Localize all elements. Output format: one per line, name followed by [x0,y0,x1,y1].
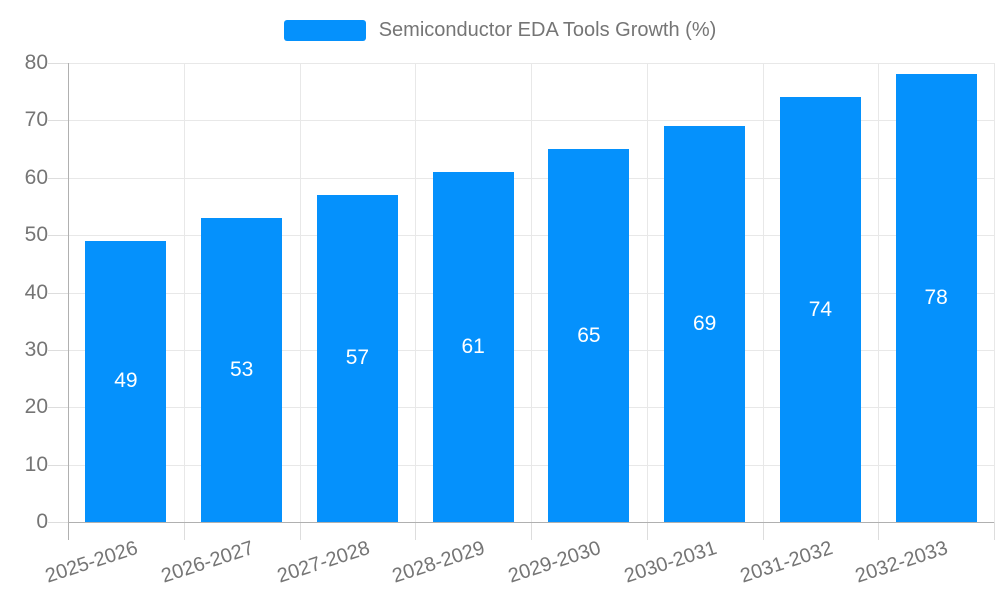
x-axis-label: 2026-2027 [158,537,257,588]
plot-area: 49 53 57 61 65 69 74 78 [48,63,995,540]
bar-value-label: 49 [114,369,138,393]
y-axis-tick [48,235,68,237]
y-axis-label: 30 [24,337,48,361]
x-axis-label: 2029-2030 [505,537,604,588]
bar-value-label: 65 [577,323,601,347]
x-axis-label: 2031-2032 [737,537,836,588]
bar[interactable]: 65 [548,149,630,522]
gridline-vertical [878,63,880,522]
y-axis-tick [48,63,68,64]
bar-value-label: 53 [229,357,254,381]
gridline-vertical [762,63,764,522]
gridline-vertical [994,63,995,522]
x-axis-tick [299,522,301,540]
x-axis-line [68,522,994,523]
x-axis-tick [646,522,648,540]
y-axis-tick [48,120,68,122]
bar-value-label: 78 [924,286,948,310]
y-axis-tick [48,464,68,466]
y-axis-label: 50 [24,223,48,247]
x-axis-tick [878,522,880,540]
x-axis-tick [68,522,69,540]
x-axis-tick [183,522,185,540]
y-axis-tick [48,349,68,351]
gridline-vertical [299,63,301,522]
y-axis-tick [48,522,68,523]
x-axis-label: 2030-2031 [621,537,720,588]
y-axis-label: 20 [24,395,48,419]
bar[interactable]: 61 [432,172,514,522]
bar[interactable]: 69 [664,126,746,522]
bar[interactable]: 53 [201,217,283,522]
bar[interactable]: 74 [779,97,861,522]
x-axis-label: 2028-2029 [390,537,488,588]
gridline-vertical [531,63,532,522]
x-axis-tick [415,522,417,540]
x-axis-label: 2027-2028 [274,537,373,588]
gridline-vertical [415,63,417,522]
y-axis-tick [48,292,68,294]
legend-swatch-icon [283,20,366,41]
x-axis-tick [994,522,995,540]
y-axis-label: 60 [24,165,48,189]
y-axis-label: 10 [24,452,48,476]
x-axis-label: 2025-2026 [42,537,141,588]
gridline-vertical [183,63,185,522]
bar-value-label: 61 [461,335,485,358]
gridline-vertical [646,63,648,522]
bar-value-label: 69 [692,312,717,336]
bar-value-label: 74 [808,297,833,321]
y-axis-line [68,63,69,522]
x-axis-tick [531,522,532,540]
x-axis-label: 2032-2033 [853,537,951,588]
bar[interactable]: 49 [85,240,167,522]
bar[interactable]: 57 [316,194,398,522]
y-axis-tick [48,407,68,409]
y-axis-tick [48,177,68,179]
y-axis-label: 0 [36,510,48,533]
legend-label: Semiconductor EDA Tools Growth (%) [378,19,717,41]
legend: Semiconductor EDA Tools Growth (%) [0,19,1000,42]
x-axis-tick [762,522,764,540]
legend-item[interactable]: Semiconductor EDA Tools Growth (%) [283,19,717,42]
bar-value-label: 57 [345,346,370,370]
y-axis-label: 70 [24,108,48,132]
y-axis-label: 80 [24,51,48,74]
y-axis-label: 40 [24,280,48,304]
bar[interactable]: 78 [895,74,977,522]
